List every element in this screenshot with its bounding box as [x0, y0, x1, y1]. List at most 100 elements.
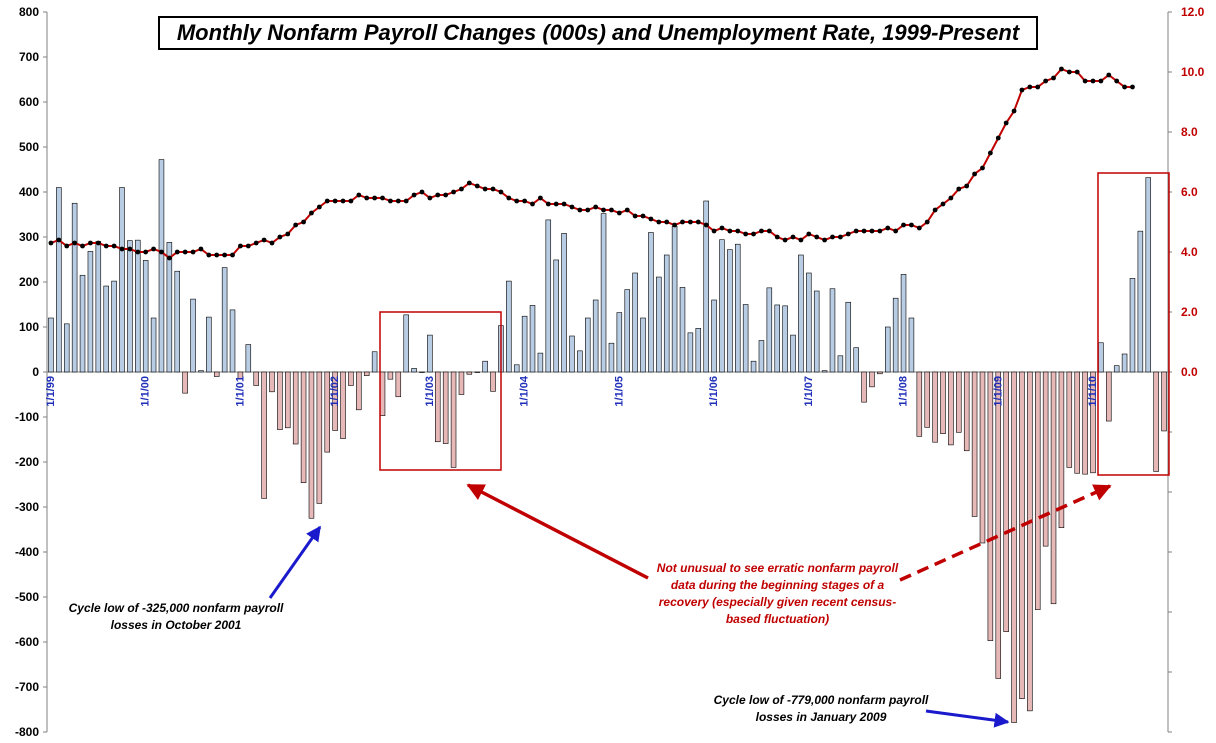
- unemployment-point: [790, 234, 796, 240]
- unemployment-point: [853, 228, 859, 234]
- payroll-bar: [656, 276, 662, 373]
- payroll-bar: [877, 371, 883, 375]
- payroll-bar: [466, 371, 473, 375]
- unemployment-point: [64, 243, 70, 249]
- payroll-bar: [63, 323, 70, 373]
- payroll-bar: [395, 371, 402, 398]
- payroll-bar: [529, 305, 536, 373]
- payroll-bar: [845, 301, 852, 373]
- payroll-bar: [932, 371, 938, 443]
- payroll-bar: [766, 287, 773, 373]
- unemployment-point: [1043, 78, 1049, 84]
- unemployment-point: [348, 198, 354, 204]
- payroll-bar: [671, 225, 678, 373]
- arrow-recovery-right: [899, 484, 1112, 582]
- left-tick-label: 400: [19, 185, 39, 199]
- left-tick-label: -100: [15, 410, 39, 424]
- payroll-bar: [411, 368, 417, 373]
- payroll-bar: [1082, 371, 1088, 475]
- unemployment-point: [1074, 69, 1080, 75]
- unemployment-point: [538, 195, 543, 201]
- payroll-bar: [624, 289, 630, 373]
- unemployment-point: [948, 195, 954, 201]
- x-tick-label: 1/1/02: [329, 376, 341, 407]
- unemployment-point: [932, 207, 938, 213]
- payroll-bar: [735, 243, 741, 373]
- unemployment-point: [751, 231, 756, 237]
- payroll-bar: [71, 202, 78, 373]
- annotation-recovery: Not unusual to see erratic nonfarm payro…: [656, 561, 899, 626]
- unemployment-point: [1003, 120, 1009, 126]
- payroll-bars: [48, 159, 1167, 723]
- left-tick-label: 300: [19, 230, 39, 244]
- payroll-bar: [269, 371, 275, 393]
- unemployment-point: [711, 228, 717, 234]
- right-tick-label: 10.0: [1181, 65, 1205, 79]
- payroll-bar: [142, 260, 149, 373]
- payroll-bar: [316, 371, 323, 504]
- payroll-bar: [87, 251, 94, 373]
- payroll-bar: [1145, 177, 1152, 373]
- unemployment-point: [174, 249, 180, 255]
- x-tick-label: 1/1/00: [140, 376, 152, 407]
- unemployment-point: [388, 198, 393, 204]
- payroll-bar: [1042, 371, 1049, 547]
- payroll-bar: [821, 370, 828, 373]
- payroll-bar: [103, 285, 109, 373]
- annotation-low-2009: Cycle low of -779,000 nonfarm payroll lo…: [713, 693, 929, 724]
- right-tick-label: 12.0: [1181, 5, 1205, 19]
- unemployment-point: [609, 207, 614, 213]
- right-tick-label: 0.0: [1181, 365, 1198, 379]
- payroll-bar: [127, 240, 133, 373]
- unemployment-point: [182, 249, 188, 255]
- payroll-bar: [379, 371, 386, 416]
- unemployment-point: [435, 192, 441, 198]
- unemployment-point: [774, 234, 780, 240]
- unemployment-point: [1106, 72, 1112, 78]
- left-tick-label: 600: [19, 95, 39, 109]
- payroll-bar: [206, 316, 212, 373]
- payroll-bar: [948, 371, 954, 446]
- left-tick-label: -500: [15, 590, 39, 604]
- unemployment-point: [340, 198, 346, 204]
- x-tick-label: 1/1/10: [1087, 376, 1099, 407]
- payroll-bar: [758, 340, 765, 373]
- unemployment-point: [111, 243, 117, 249]
- payroll-bar: [356, 371, 362, 411]
- unemployment-point: [956, 186, 962, 192]
- unemployment-point: [356, 192, 362, 198]
- payroll-bar: [900, 274, 907, 373]
- payroll-bar: [861, 371, 867, 403]
- unemployment-point: [798, 237, 804, 243]
- unemployment-point: [743, 231, 749, 237]
- unemployment-point: [814, 234, 820, 240]
- x-tick-label: 1/1/01: [234, 376, 246, 407]
- unemployment-point: [151, 246, 156, 252]
- unemployment-point: [474, 183, 480, 189]
- payroll-bar: [1106, 371, 1112, 422]
- unemployment-point: [980, 165, 985, 171]
- payroll-bar: [277, 371, 283, 430]
- payroll-bar: [229, 309, 236, 373]
- unemployment-point: [238, 243, 243, 249]
- left-tick-label: -300: [15, 500, 39, 514]
- unemployment-point: [593, 204, 599, 210]
- left-tick-label: 100: [19, 320, 39, 334]
- unemployment-point: [411, 192, 417, 198]
- unemployment-point: [1059, 66, 1064, 72]
- unemployment-point: [316, 204, 322, 210]
- payroll-bar: [663, 254, 670, 373]
- unemployment-point: [119, 246, 125, 252]
- unemployment-point: [837, 234, 843, 240]
- payroll-bar: [332, 371, 338, 431]
- unemployment-point: [830, 234, 835, 240]
- unemployment-point: [530, 201, 535, 207]
- payroll-bar: [616, 312, 623, 373]
- unemployment-point: [545, 201, 551, 207]
- unemployment-point: [466, 180, 472, 186]
- unemployment-point: [403, 198, 409, 204]
- unemployment-rate-line: [50, 67, 1133, 260]
- unemployment-point: [901, 222, 906, 228]
- unemployment-point: [301, 219, 306, 225]
- payroll-bar: [742, 304, 749, 373]
